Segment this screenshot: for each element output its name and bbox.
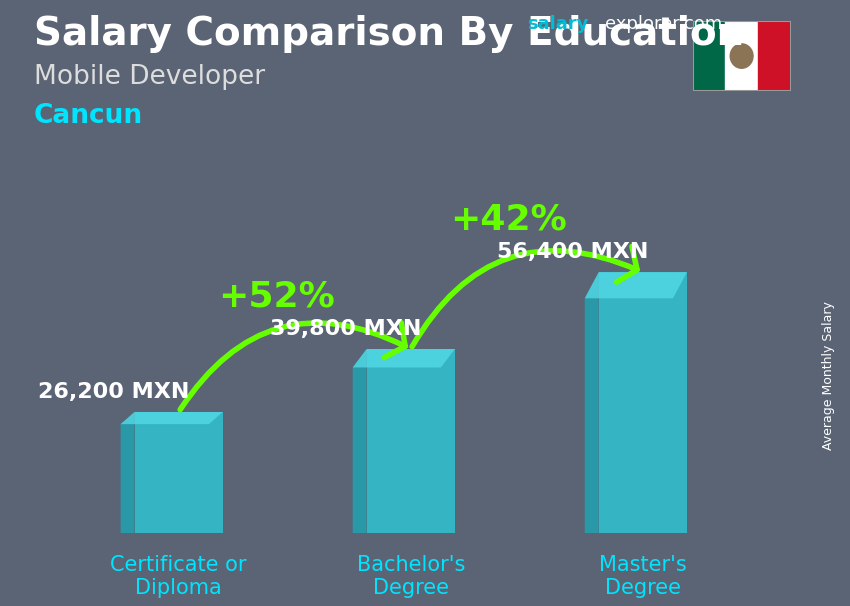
FancyArrowPatch shape — [412, 247, 637, 347]
Text: 39,800 MXN: 39,800 MXN — [270, 319, 422, 339]
FancyArrowPatch shape — [180, 323, 405, 410]
Polygon shape — [121, 412, 223, 424]
Bar — [366, 349, 455, 533]
Polygon shape — [585, 272, 687, 298]
Polygon shape — [585, 272, 598, 533]
Text: Average Monthly Salary: Average Monthly Salary — [822, 301, 836, 450]
Polygon shape — [121, 412, 134, 533]
Text: Cancun: Cancun — [34, 103, 143, 129]
Bar — [693, 21, 725, 91]
Text: 26,200 MXN: 26,200 MXN — [38, 382, 190, 402]
Bar — [725, 21, 758, 91]
Text: +52%: +52% — [218, 280, 335, 314]
Text: Mobile Developer: Mobile Developer — [34, 64, 265, 90]
Text: 56,400 MXN: 56,400 MXN — [497, 242, 649, 262]
Text: explorer.com: explorer.com — [605, 15, 722, 33]
Text: Salary Comparison By Education: Salary Comparison By Education — [34, 15, 745, 53]
Text: salary: salary — [527, 15, 588, 33]
Bar — [758, 21, 791, 91]
Bar — [134, 412, 223, 533]
Bar — [598, 272, 687, 533]
Polygon shape — [353, 349, 455, 367]
Text: +42%: +42% — [450, 203, 567, 237]
Polygon shape — [353, 349, 366, 533]
Circle shape — [730, 44, 753, 68]
